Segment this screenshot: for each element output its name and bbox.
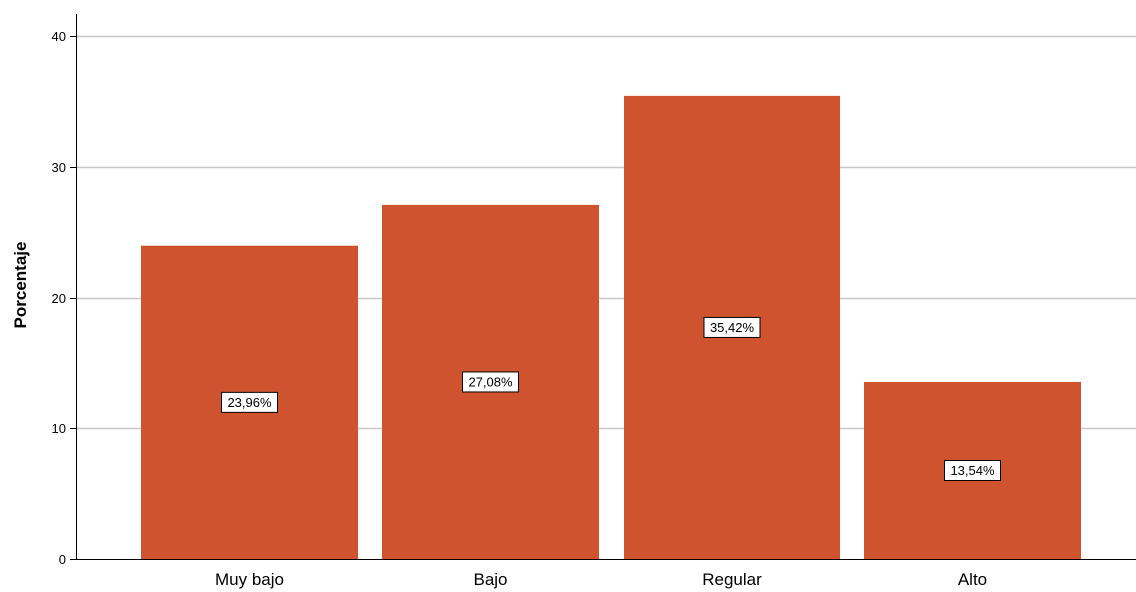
y-tick-label: 40 xyxy=(52,29,66,44)
data-label: 35,42% xyxy=(710,320,755,335)
x-category-label: Regular xyxy=(702,570,762,589)
data-labels: 23,96% 27,08% 35,42% 13,54% xyxy=(221,316,1001,481)
data-label-box xyxy=(462,371,519,393)
x-category-label: Muy bajo xyxy=(215,570,284,589)
bars xyxy=(141,95,1081,560)
x-category-labels: Muy bajo Bajo Regular Alto xyxy=(215,570,987,589)
data-label-box xyxy=(221,391,278,413)
data-label: 27,08% xyxy=(468,374,513,389)
x-category-label: Alto xyxy=(958,570,987,589)
y-tick-label: 30 xyxy=(52,160,66,175)
data-label: 23,96% xyxy=(227,395,272,410)
y-ticks: 0 10 20 30 40 xyxy=(52,29,76,567)
y-tick-label: 10 xyxy=(52,421,66,436)
y-axis-title: Porcentaje xyxy=(11,242,30,329)
data-label-box xyxy=(703,316,761,338)
y-tick-label: 0 xyxy=(59,552,66,567)
y-tick-label: 20 xyxy=(52,291,66,306)
data-label-box xyxy=(944,459,1001,481)
axes xyxy=(76,14,1136,560)
data-label: 13,54% xyxy=(950,463,995,478)
x-category-label: Bajo xyxy=(473,570,507,589)
